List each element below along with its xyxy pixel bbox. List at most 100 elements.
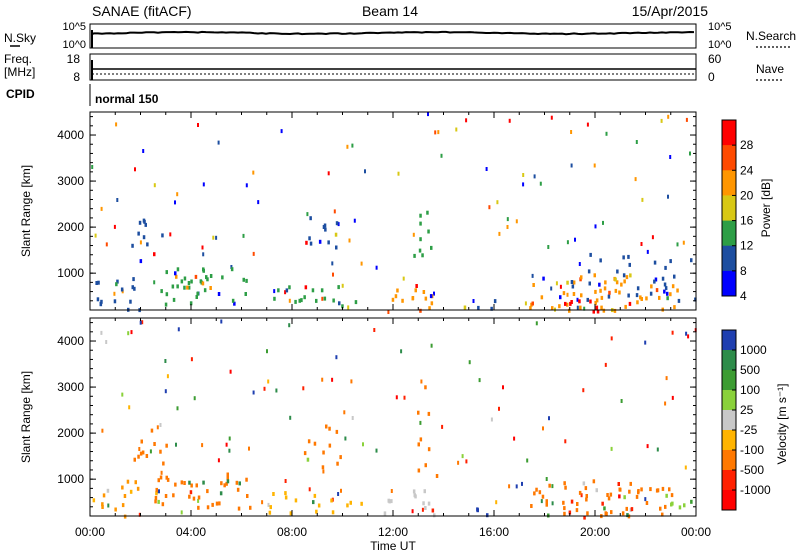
heatmap-cell bbox=[351, 143, 354, 148]
heatmap-cell bbox=[524, 301, 527, 306]
heatmap-cell bbox=[600, 305, 603, 310]
heatmap-cell bbox=[331, 261, 334, 266]
y-tick-label: 2000 bbox=[57, 220, 84, 234]
heatmap-cell bbox=[486, 513, 489, 518]
heatmap-cell bbox=[127, 331, 130, 336]
colorbar-swatch bbox=[722, 370, 736, 391]
heatmap-cell bbox=[128, 405, 131, 410]
heatmap-cell bbox=[159, 449, 162, 454]
heatmap-cell bbox=[129, 299, 132, 304]
heatmap-cell bbox=[141, 450, 145, 455]
heatmap-cell bbox=[630, 507, 634, 512]
heatmap-cell bbox=[635, 140, 638, 144]
heatmap-cell bbox=[146, 242, 149, 247]
heatmap-cell bbox=[558, 304, 561, 309]
heatmap-cell bbox=[107, 503, 110, 508]
heatmap-cell bbox=[522, 173, 525, 177]
heatmap-cell bbox=[485, 167, 488, 171]
colorbar-frame bbox=[721, 329, 737, 511]
heatmap-cell bbox=[238, 481, 241, 486]
heatmap-cell bbox=[441, 424, 444, 429]
heatmap-cell bbox=[417, 410, 420, 415]
heatmap-cell bbox=[134, 480, 137, 485]
heatmap-cell bbox=[535, 321, 538, 326]
heatmap-cell bbox=[595, 488, 598, 493]
heatmap-cell bbox=[550, 286, 553, 291]
heatmap-cell bbox=[348, 238, 351, 243]
heatmap-cell bbox=[159, 423, 162, 427]
heatmap-cell bbox=[635, 494, 639, 499]
heatmap-cell bbox=[177, 327, 180, 332]
heatmap-cell bbox=[539, 181, 542, 186]
noise-left-label: N.Sky bbox=[4, 31, 36, 45]
heatmap-cell bbox=[246, 494, 249, 498]
heatmap-cell bbox=[341, 283, 344, 288]
heatmap-cell bbox=[323, 223, 327, 228]
velocity-colorbar: 1000 500 100 25 -25 -100 -500 -1000 Velocity [m… bbox=[721, 329, 789, 511]
heatmap-cell bbox=[205, 275, 208, 280]
heatmap-cell bbox=[419, 213, 422, 218]
heatmap-cell bbox=[133, 457, 136, 462]
heatmap-cell bbox=[545, 499, 548, 504]
colorbar-swatch bbox=[722, 245, 736, 272]
heatmap-cell bbox=[570, 130, 573, 134]
heatmap-cell bbox=[584, 486, 588, 491]
heatmap-cell bbox=[139, 451, 143, 456]
heatmap-cell bbox=[478, 378, 481, 383]
heatmap-cell bbox=[245, 278, 248, 283]
y-tick-label: 1000 bbox=[57, 472, 84, 486]
colorbar-swatch bbox=[722, 270, 736, 297]
heatmap-cell bbox=[305, 240, 308, 245]
heatmap-cell bbox=[105, 242, 108, 247]
time-axis-labels: 00:00 04:00 08:00 12:00 16:00 20:00 00:00 bbox=[75, 525, 711, 539]
heatmap-cell bbox=[610, 336, 613, 341]
heatmap-cell bbox=[457, 460, 460, 465]
heatmap-cell bbox=[599, 258, 602, 263]
noise-panel: N.Sky 10^5 10^0 10^5 10^0 N.Search bbox=[4, 21, 796, 51]
heatmap-cell bbox=[401, 298, 404, 303]
heatmap-cell bbox=[387, 310, 390, 314]
y-tick-label: 3000 bbox=[57, 174, 84, 188]
colorbar-swatch bbox=[722, 390, 736, 411]
heatmap-cell bbox=[354, 300, 358, 305]
heatmap-cell bbox=[627, 254, 630, 259]
heatmap-cell bbox=[141, 320, 144, 325]
heatmap-cell bbox=[661, 512, 664, 517]
beam-title: Beam 14 bbox=[362, 3, 418, 19]
heatmap-cell bbox=[284, 491, 287, 496]
heatmap-cell bbox=[317, 503, 321, 508]
heatmap-cell bbox=[564, 301, 567, 306]
heatmap-cell bbox=[306, 212, 309, 217]
heatmap-cell bbox=[100, 206, 103, 211]
heatmap-cell bbox=[564, 485, 567, 490]
heatmap-cell bbox=[521, 481, 523, 486]
heatmap-cell bbox=[620, 282, 623, 287]
heatmap-cell bbox=[201, 443, 204, 448]
x-tick-label: 12:00 bbox=[378, 525, 408, 539]
heatmap-cell bbox=[660, 118, 663, 123]
heatmap-cell bbox=[651, 235, 654, 240]
heatmap-cell bbox=[540, 295, 544, 300]
heatmap-cell bbox=[506, 225, 509, 229]
heatmap-cell bbox=[551, 501, 554, 506]
heatmap-cell bbox=[249, 505, 252, 510]
heatmap-cell bbox=[215, 235, 218, 240]
heatmap-cell bbox=[607, 496, 611, 501]
heatmap-cell bbox=[654, 277, 658, 282]
x-tick-label: 08:00 bbox=[277, 525, 307, 539]
heatmap-cell bbox=[433, 291, 435, 296]
heatmap-cell bbox=[605, 131, 608, 136]
heatmap-cell bbox=[338, 301, 341, 306]
heatmap-cell bbox=[322, 469, 325, 474]
heatmap-cell bbox=[628, 262, 631, 267]
heatmap-cell bbox=[427, 229, 430, 234]
y-tick-label: 1000 bbox=[57, 266, 84, 280]
heatmap-cell bbox=[321, 296, 324, 301]
heatmap-cell bbox=[209, 286, 212, 290]
heatmap-cell bbox=[203, 288, 207, 293]
heatmap-cell bbox=[608, 290, 611, 295]
heatmap-cell bbox=[311, 288, 315, 293]
heatmap-cell bbox=[463, 305, 467, 310]
heatmap-cell bbox=[603, 286, 607, 291]
heatmap-cell bbox=[202, 182, 205, 187]
